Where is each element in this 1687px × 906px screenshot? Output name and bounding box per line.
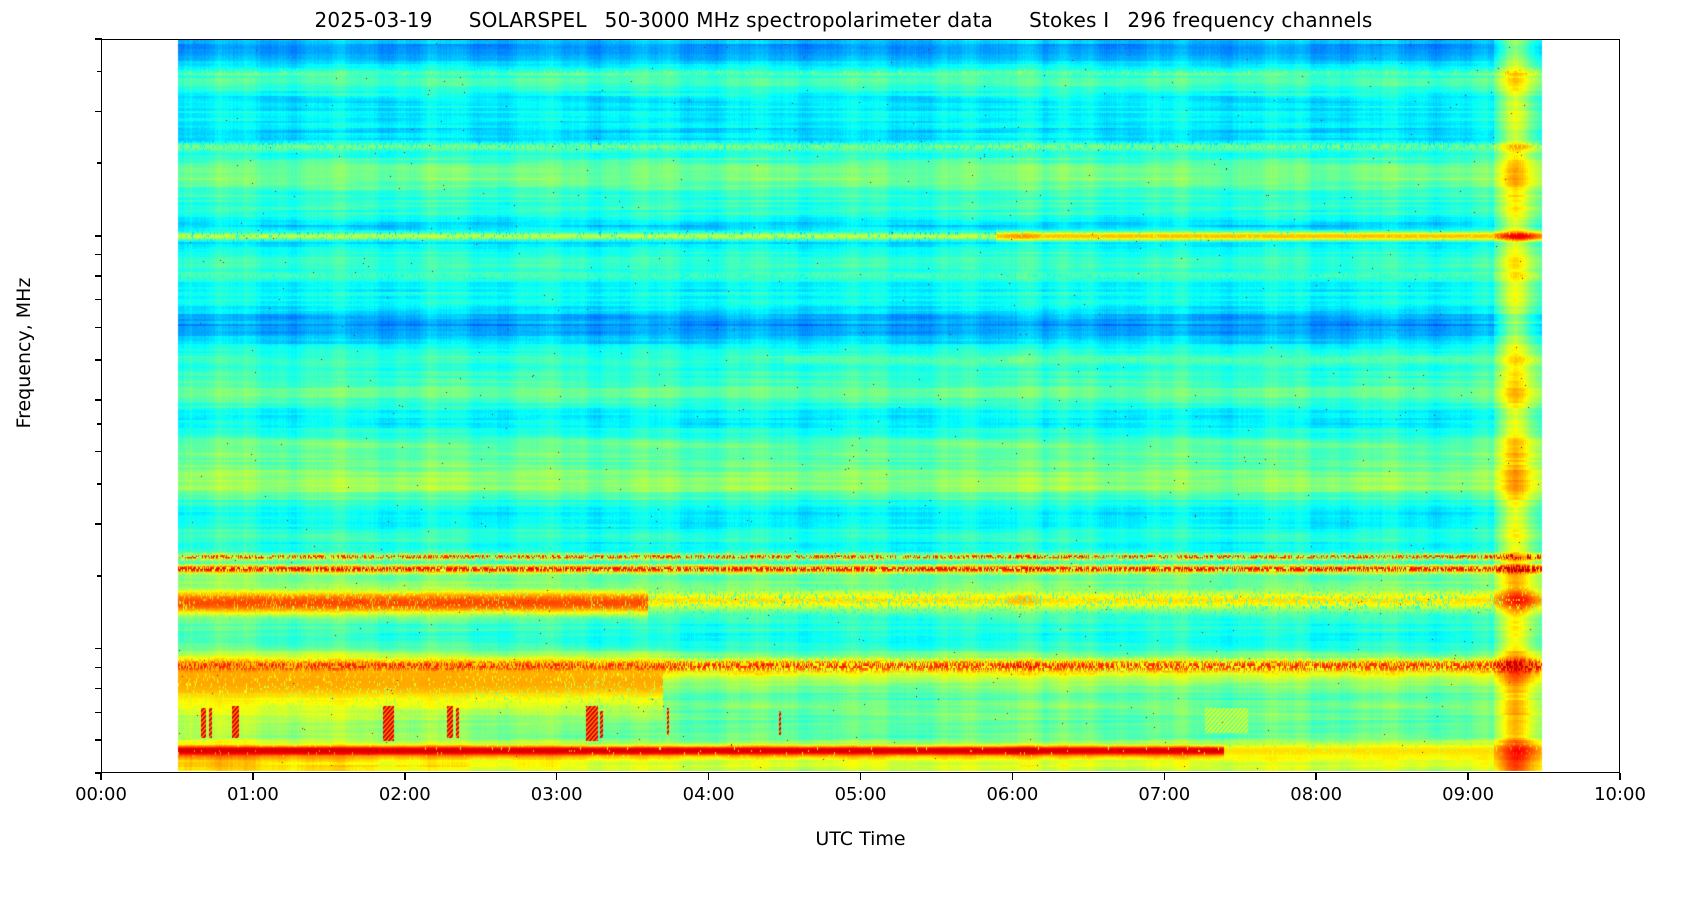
x-tick-mark [1619, 773, 1621, 780]
y-tick-mark [95, 739, 102, 741]
x-tick-label: 07:00 [1138, 784, 1191, 805]
y-tick-mark [97, 162, 102, 164]
y-tick-mark [97, 483, 102, 486]
y-tick-mark [95, 298, 102, 301]
x-tick-mark [404, 773, 406, 780]
title-stokes: Stokes I [1029, 8, 1110, 32]
y-tick-mark [97, 575, 102, 577]
title-channels: 296 frequency channels [1127, 8, 1373, 32]
spectrogram-image [102, 40, 1618, 771]
y-tick-mark [95, 647, 102, 650]
x-tick-mark [1011, 773, 1014, 780]
x-tick-label: 08:00 [1290, 784, 1343, 805]
y-tick-mark [95, 450, 102, 453]
y-tick-mark [97, 70, 102, 73]
x-tick-mark [1315, 773, 1317, 780]
y-tick-mark [95, 399, 102, 401]
x-tick-mark [100, 773, 102, 780]
y-tick-mark [95, 666, 102, 669]
x-tick-mark [555, 773, 558, 780]
x-tick-mark [1467, 773, 1469, 780]
y-tick-mark [95, 253, 102, 256]
x-tick-label: 10:00 [1594, 784, 1646, 805]
x-tick-label: 06:00 [986, 784, 1039, 805]
y-tick-mark [95, 523, 102, 526]
y-tick-mark [95, 687, 102, 690]
title-date: 2025-03-19 [314, 8, 433, 32]
x-axis-label: UTC Time [815, 828, 906, 850]
x-tick-label: 00:00 [75, 784, 127, 805]
y-tick-mark [95, 234, 102, 237]
x-tick-label: 04:00 [682, 784, 735, 805]
plot-area[interactable] [101, 39, 1620, 773]
x-tick-mark [707, 773, 710, 780]
y-tick-mark [95, 711, 102, 714]
y-tick-mark [95, 326, 102, 329]
x-tick-mark [1163, 773, 1166, 780]
x-tick-mark [252, 773, 254, 780]
title-instrument: SOLARSPEL [468, 8, 587, 32]
y-tick-mark [95, 38, 102, 40]
x-tick-mark [859, 773, 862, 780]
x-tick-label: 01:00 [226, 784, 279, 805]
page-title: 2025-03-19 SOLARSPEL 50-3000 MHz spectropo… [0, 8, 1687, 32]
x-tick-label: 02:00 [378, 784, 431, 805]
y-tick-mark [95, 274, 102, 277]
x-tick-label: 05:00 [834, 784, 887, 805]
y-tick-mark [95, 359, 102, 361]
x-tick-label: 03:00 [530, 784, 583, 805]
y-tick-mark [97, 423, 102, 425]
y-axis-label: Frequency, MHz [13, 277, 35, 429]
y-tick-mark [95, 772, 102, 774]
y-tick-mark [95, 110, 102, 113]
title-description: 50-3000 MHz spectropolarimeter data [604, 8, 994, 32]
x-tick-label: 09:00 [1442, 784, 1495, 805]
